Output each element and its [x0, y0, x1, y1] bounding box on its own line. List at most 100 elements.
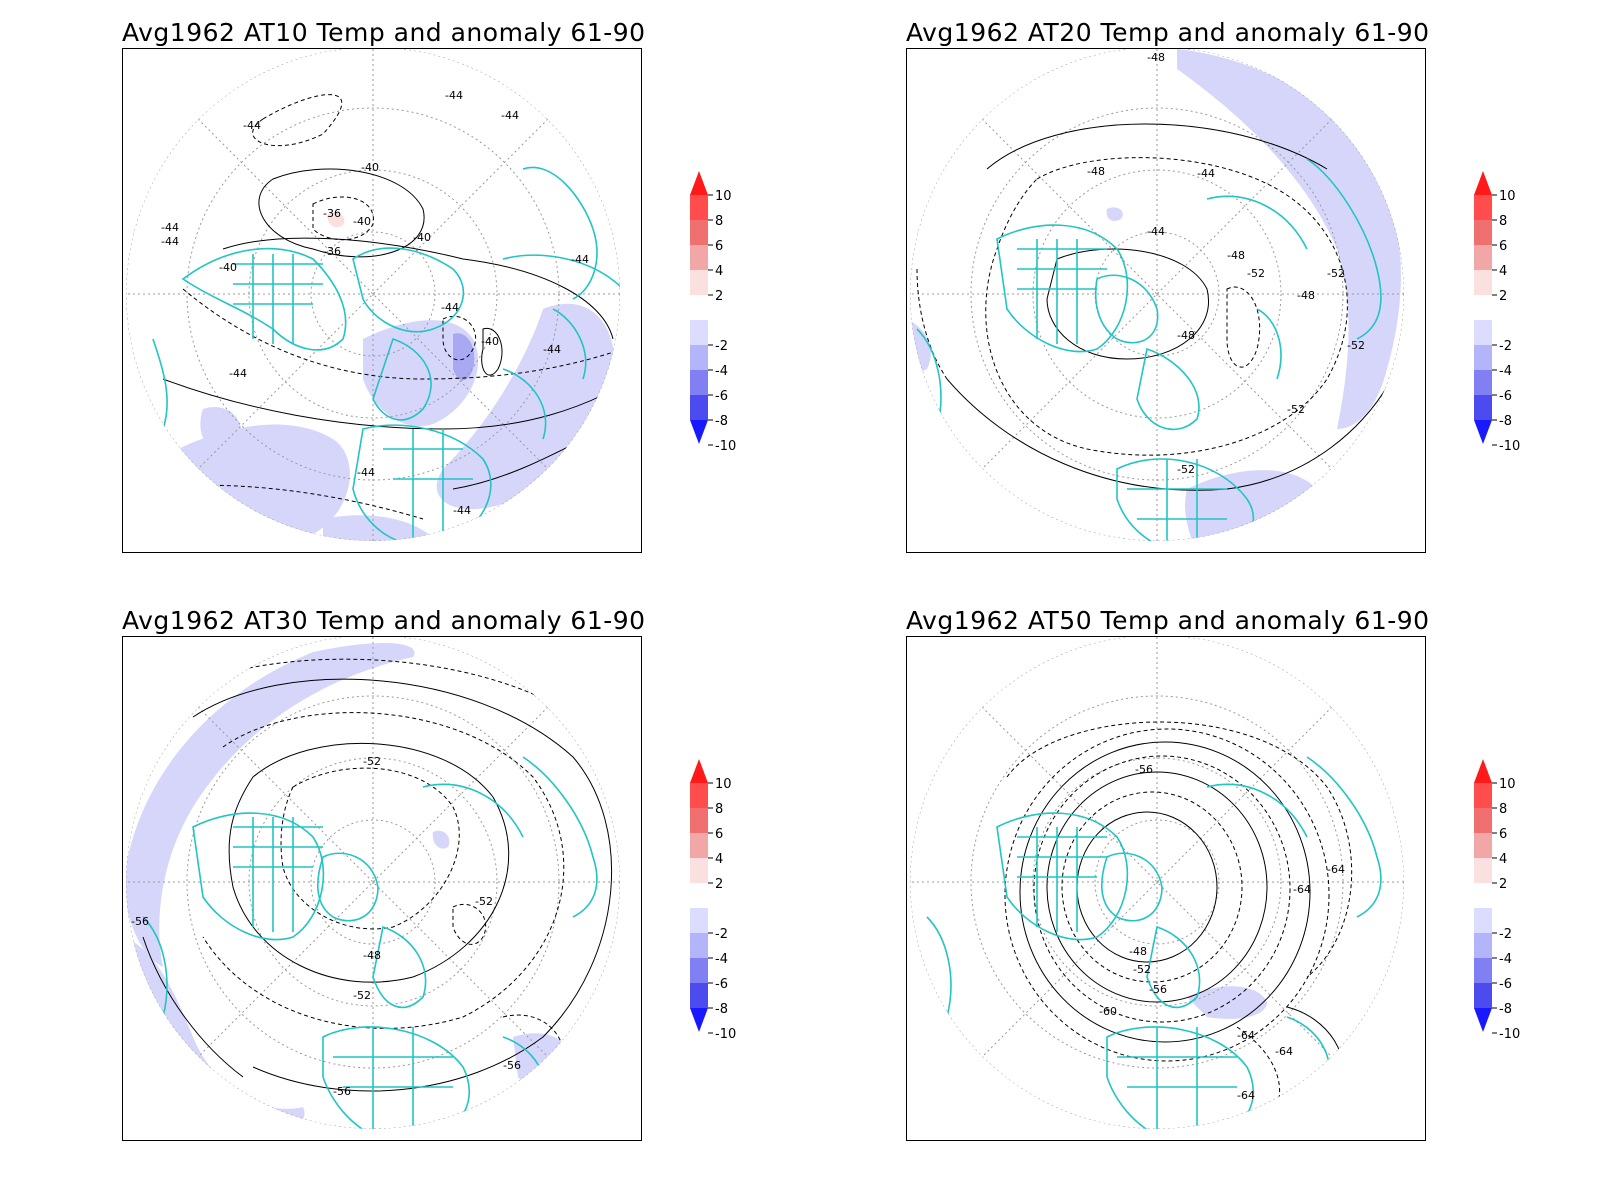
- colorbar-arrow-top: [1474, 759, 1492, 783]
- colorbar-swatch: [690, 908, 708, 933]
- svg-text:-44: -44: [229, 367, 247, 380]
- colorbar-arrow-bottom: [690, 1008, 708, 1032]
- svg-text:-52: -52: [1327, 267, 1345, 280]
- colorbar-tick-label: -2: [715, 339, 728, 354]
- anomaly-patch: [1106, 207, 1123, 221]
- svg-text:-44: -44: [501, 109, 519, 122]
- colorbar-arrow-bottom: [1474, 420, 1492, 444]
- colorbar-tick-label: -4: [715, 364, 728, 379]
- colorbar-swatch: [690, 933, 708, 958]
- colorbar-swatch: [690, 808, 708, 833]
- colorbar-tick-label: 4: [715, 264, 723, 279]
- svg-text:-56: -56: [333, 1085, 351, 1098]
- map-svg: -48 -48 -44 -44 -48 -48 -52 -52 -48 -52 …: [910, 49, 1404, 541]
- svg-text:-60: -60: [1099, 1005, 1117, 1018]
- colorbar-swatch: [1474, 220, 1492, 245]
- colorbar-tick-label: 2: [715, 877, 723, 892]
- svg-text:-52: -52: [475, 895, 493, 908]
- colorbar-tick-label: -6: [715, 977, 728, 992]
- anomaly-patch: [1187, 986, 1267, 1019]
- colorbar-tick-label: -10: [715, 439, 736, 454]
- colorbar-tick-label: -4: [715, 952, 728, 967]
- colorbar-tick-label: -10: [1499, 1027, 1520, 1042]
- svg-text:-44: -44: [161, 221, 179, 234]
- svg-text:-56: -56: [503, 1059, 521, 1072]
- svg-text:-48: -48: [1297, 289, 1315, 302]
- colorbar-tick-label: 8: [1499, 214, 1507, 229]
- map-svg: -44 -44 -44 -40 -36 -40 -36 -40 -44 -44 …: [126, 49, 620, 541]
- colorbar-swatch: [1474, 933, 1492, 958]
- colorbar-swatch: [690, 395, 708, 420]
- colorbar-swatch: [690, 320, 708, 345]
- colorbar-labels: 10 8 6 4 2 -2 -4 -6 -8 -10: [708, 189, 736, 454]
- colorbar-tick-label: -2: [715, 927, 728, 942]
- svg-text:-40: -40: [361, 161, 379, 174]
- svg-text:-56: -56: [1135, 763, 1153, 776]
- svg-text:-44: -44: [445, 89, 463, 102]
- colorbar-swatch: [690, 883, 708, 908]
- svg-text:-36: -36: [323, 245, 341, 258]
- svg-text:-52: -52: [353, 989, 371, 1002]
- colorbar-tick-label: 4: [1499, 852, 1507, 867]
- anomaly-patch: [432, 830, 450, 849]
- colorbar: 10 8 6 4 2 -2 -4 -6 -8 -10: [690, 171, 736, 454]
- svg-text:-48: -48: [1227, 249, 1245, 262]
- colorbar-swatch: [1474, 908, 1492, 933]
- colorbar: 10 8 6 4 2 -2 -4 -6 -8 -10: [1474, 171, 1520, 454]
- colorbar-tick-label: -8: [1499, 1002, 1512, 1017]
- colorbar-tick-label: 10: [1499, 189, 1516, 204]
- colorbar-swatch: [1474, 983, 1492, 1008]
- anomaly-patch: [327, 212, 345, 228]
- svg-text:-56: -56: [1149, 983, 1167, 996]
- panel-title: Avg1962 AT10 Temp and anomaly 61-90: [122, 18, 646, 47]
- colorbar-labels: 10 8 6 4 2 -2 -4 -6 -8 -10: [1492, 189, 1520, 454]
- colorbar-tick-label: -4: [1499, 364, 1512, 379]
- colorbar-arrow-bottom: [690, 420, 708, 444]
- svg-text:-40: -40: [413, 231, 431, 244]
- panel-title: Avg1962 AT50 Temp and anomaly 61-90: [906, 606, 1430, 635]
- colorbar-labels: 10 8 6 4 2 -2 -4 -6 -8 -10: [708, 777, 736, 1042]
- colorbar-tick-label: -10: [715, 1027, 736, 1042]
- svg-text:-40: -40: [481, 335, 499, 348]
- svg-text:-44: -44: [1197, 167, 1215, 180]
- colorbar-swatch: [690, 345, 708, 370]
- colorbar: 10 8 6 4 2 -2 -4 -6 -8 -10: [1474, 759, 1520, 1042]
- colorbar-tick-label: -8: [1499, 414, 1512, 429]
- colorbar-swatch: [690, 783, 708, 808]
- colorbar-swatch: [690, 220, 708, 245]
- svg-text:-44: -44: [243, 119, 261, 132]
- colorbar-swatches: [1474, 759, 1492, 1032]
- svg-text:-48: -48: [1147, 51, 1165, 64]
- colorbar-swatch: [690, 270, 708, 295]
- svg-text:-44: -44: [453, 504, 471, 517]
- anomaly-patch: [126, 642, 415, 967]
- anomaly-patch: [513, 1033, 573, 1091]
- svg-text:-64: -64: [1327, 863, 1345, 876]
- colorbar-tick-label: -2: [1499, 339, 1512, 354]
- anomaly-patch: [910, 319, 931, 379]
- colorbar-tick-label: 10: [715, 777, 732, 792]
- anomaly-patch: [453, 333, 475, 381]
- colorbar-tick-label: -8: [715, 414, 728, 429]
- svg-text:-44: -44: [357, 466, 375, 479]
- anomaly-patch: [1185, 470, 1319, 541]
- colorbar-tick-label: 4: [1499, 264, 1507, 279]
- colorbar-tick-label: 8: [1499, 802, 1507, 817]
- colorbar-swatch: [1474, 320, 1492, 345]
- svg-text:-52: -52: [363, 755, 381, 768]
- colorbar-swatch: [1474, 295, 1492, 320]
- colorbar-swatches: [1474, 171, 1492, 444]
- map-svg: -56 -48 -52 -56 -60 -64 -64 -64 -64 -64: [910, 637, 1404, 1129]
- colorbar-tick-label: 6: [715, 239, 723, 254]
- svg-text:-64: -64: [1275, 1045, 1293, 1058]
- colorbar-arrow-top: [1474, 171, 1492, 195]
- colorbar-arrow-top: [690, 171, 708, 195]
- colorbar-tick-label: -4: [1499, 952, 1512, 967]
- colorbar-tick-label: 6: [1499, 827, 1507, 842]
- anomaly-patch: [143, 424, 350, 541]
- svg-text:-52: -52: [1247, 267, 1265, 280]
- colorbar-tick-label: -6: [1499, 389, 1512, 404]
- colorbar-tick-label: 6: [715, 827, 723, 842]
- map-panel-at50: Avg1962 AT50 Temp and anomaly 61-90: [906, 606, 1430, 1146]
- svg-text:-52: -52: [1347, 339, 1365, 352]
